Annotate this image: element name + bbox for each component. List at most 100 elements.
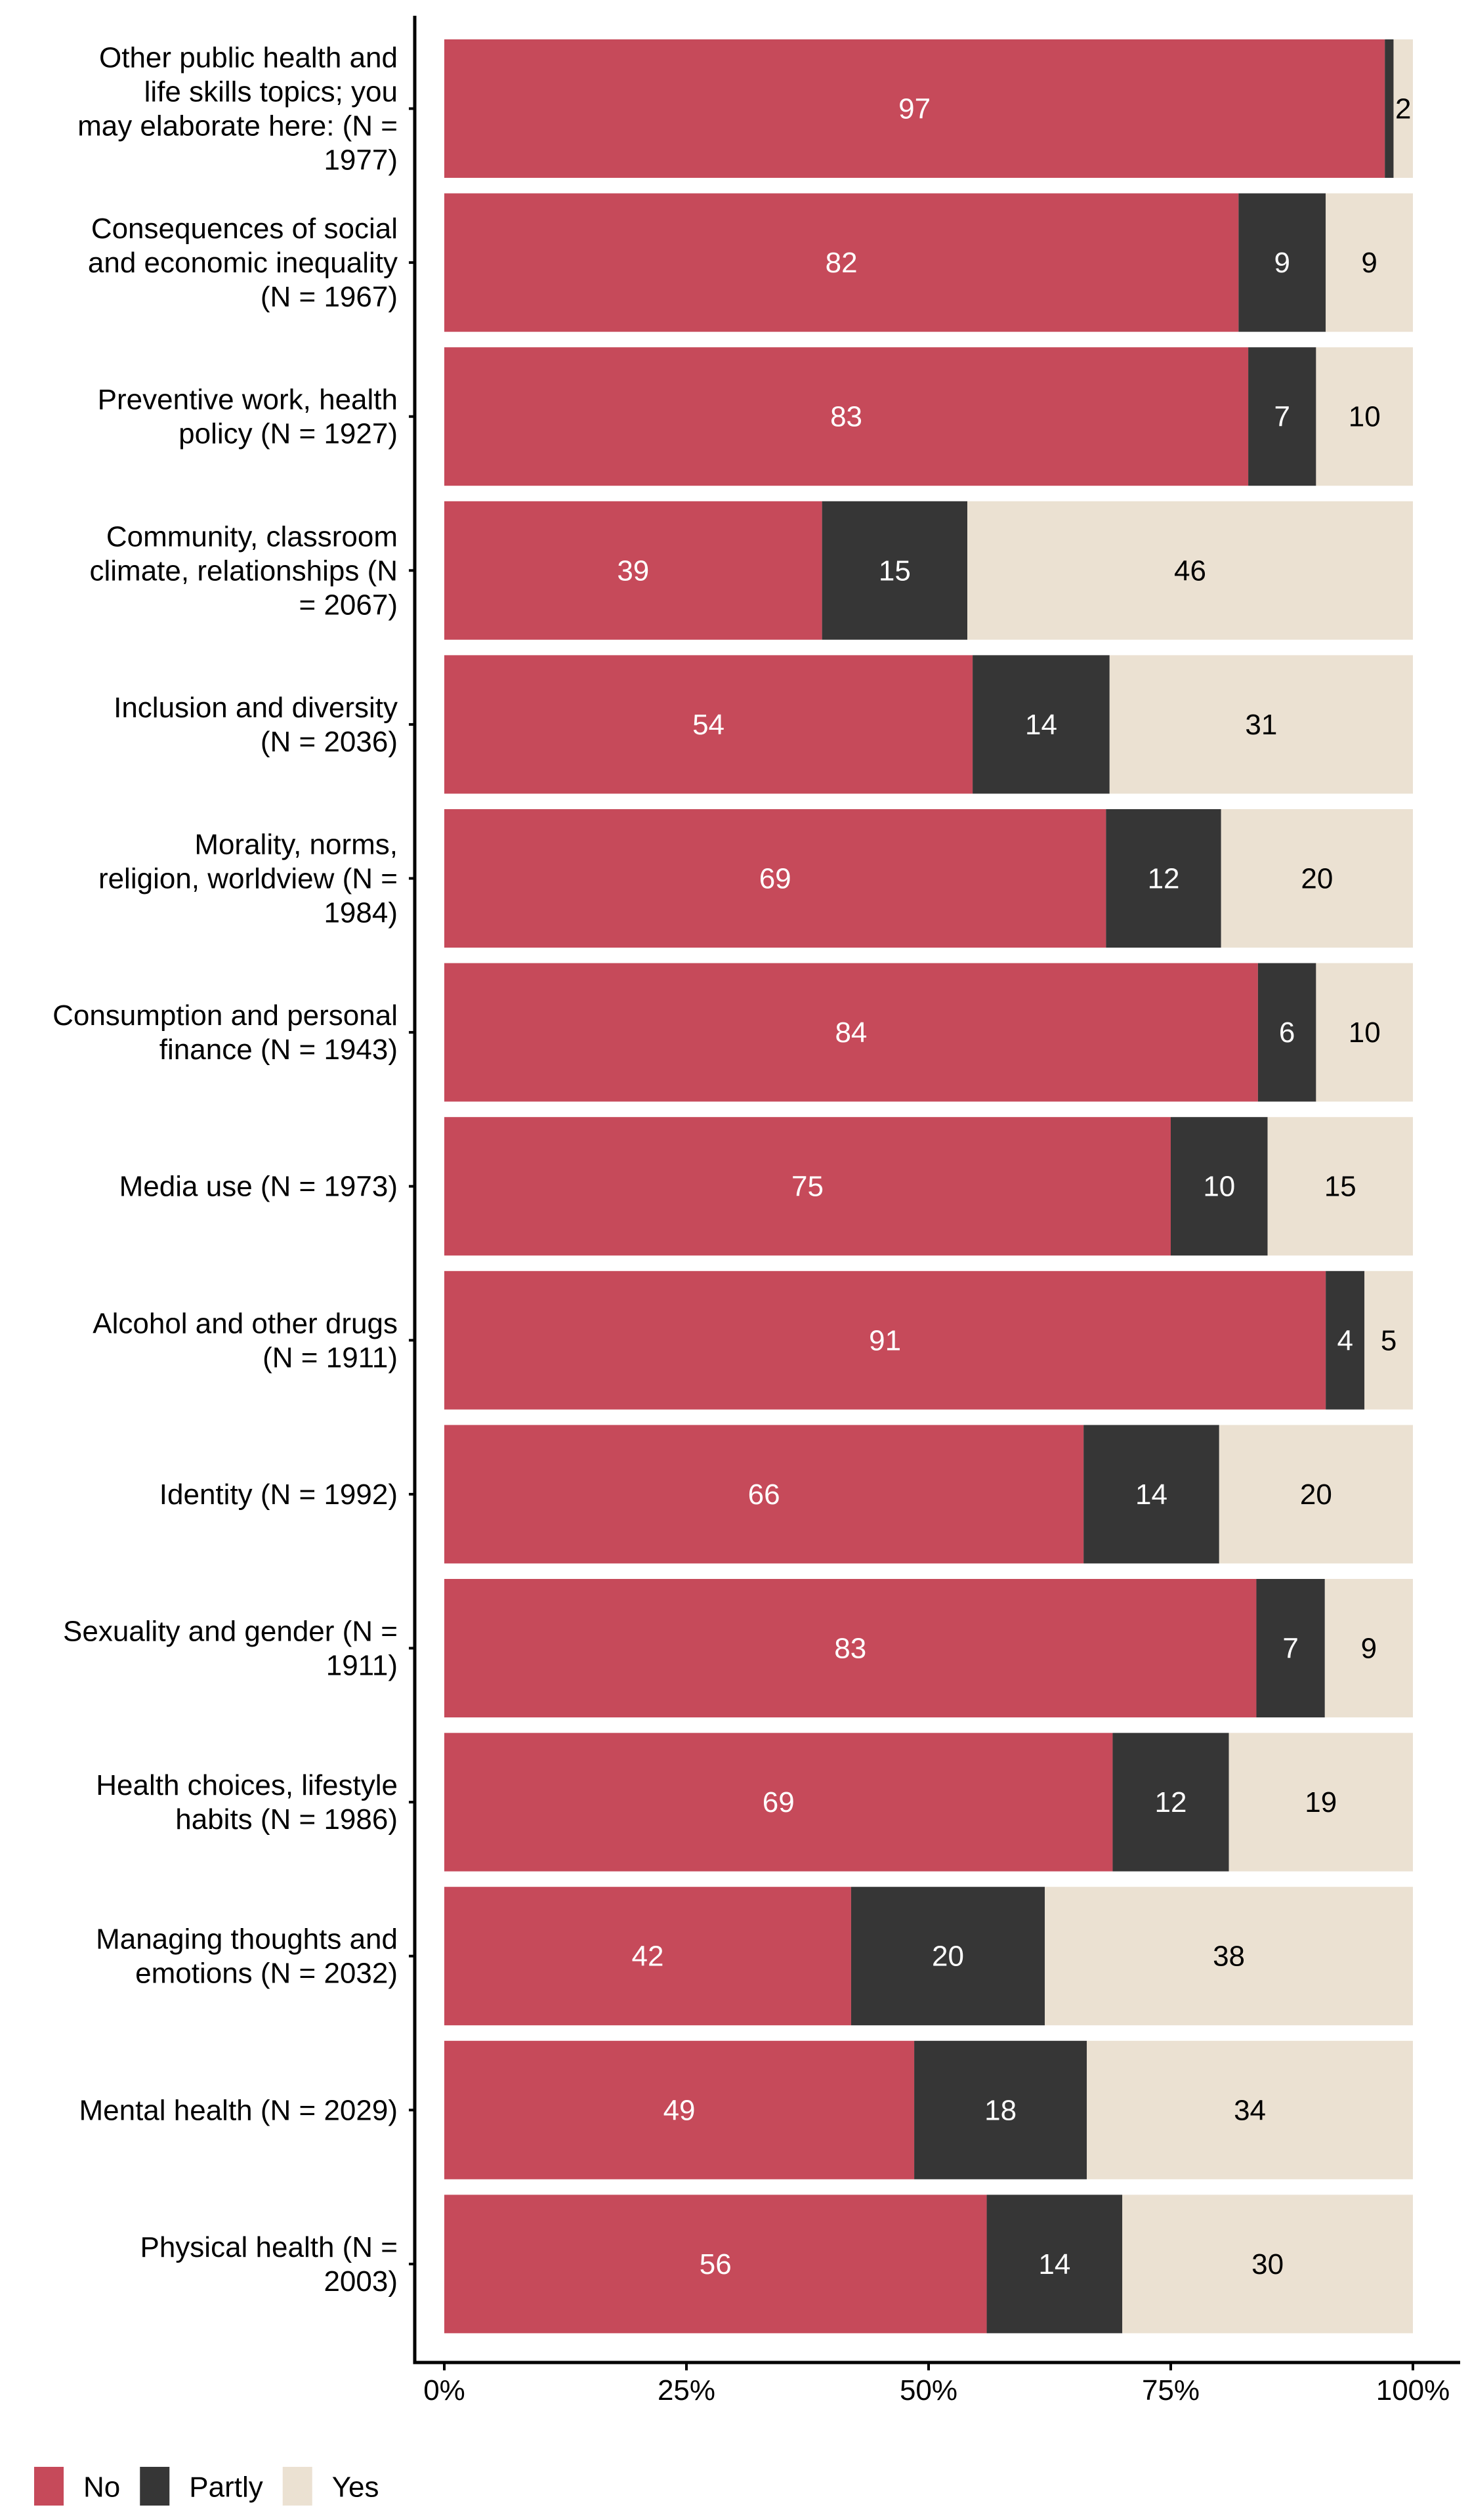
category-label: Consumption and personal finance (N = 194… — [52, 999, 398, 1066]
category-label: Consequences of social and economic inequ… — [88, 213, 398, 313]
axes — [409, 16, 1460, 2364]
value-label-no: 82 — [826, 247, 858, 279]
value-label-no: 66 — [748, 1479, 780, 1511]
value-label-no: 84 — [835, 1017, 867, 1049]
bar-segment-no — [444, 1270, 1326, 1410]
value-label-partly: 14 — [1135, 1479, 1167, 1511]
bar-segment-yes — [1087, 2040, 1413, 2179]
bar-row: 69 12 20 — [444, 809, 1413, 948]
value-label-no: 54 — [692, 709, 724, 741]
bar-segment-partly — [914, 2040, 1087, 2179]
bar-segment-no — [444, 655, 973, 794]
bar-segment-yes — [1364, 1270, 1413, 1410]
category-label: Media use (N = 1973) — [119, 1171, 398, 1203]
bar-segment-no — [444, 1425, 1084, 1564]
bar-segment-partly — [1326, 1270, 1365, 1410]
bar-segment-no — [444, 963, 1258, 1102]
value-label-yes: 9 — [1361, 1633, 1377, 1665]
value-label-partly: 7 — [1282, 1633, 1298, 1665]
value-label-partly: 14 — [1038, 2248, 1070, 2280]
value-label-partly: 7 — [1274, 401, 1290, 433]
value-label-no: 39 — [617, 555, 649, 587]
legend-swatch — [140, 2467, 170, 2506]
bar-row: 83 7 9 — [444, 1579, 1413, 1717]
bar-segment-partly — [1256, 1579, 1325, 1717]
bar-segment-partly — [1083, 1425, 1219, 1564]
value-label-yes: 20 — [1300, 1479, 1332, 1511]
category-label: Alcohol and other drugs (N = 1911) — [93, 1307, 398, 1374]
bar-segment-partly — [850, 1887, 1045, 2026]
bar-segment-no — [444, 501, 822, 640]
value-label-yes: 31 — [1245, 709, 1277, 741]
category-label: Other public health and life skills topic… — [77, 42, 398, 177]
bar-segment-no — [444, 347, 1249, 486]
value-label-partly: 12 — [1148, 863, 1180, 895]
bar-segment-partly — [1112, 1732, 1229, 1872]
category-label: Morality, norms, religion, worldview (N =… — [98, 829, 398, 929]
bar-segment-yes — [1326, 193, 1413, 332]
legend-item-partly: Partly — [140, 2467, 263, 2506]
value-label-no: 83 — [834, 1633, 866, 1665]
category-label: Preventive work, health policy (N = 1927) — [98, 384, 398, 450]
bar-segment-yes — [1221, 809, 1413, 948]
value-label-yes: 5 — [1381, 1324, 1396, 1356]
bar-row: 75 10 15 — [444, 1117, 1413, 1256]
bar-segment-partly — [1106, 809, 1221, 948]
value-label-yes: 19 — [1305, 1786, 1337, 1818]
value-label-yes: 38 — [1213, 1941, 1245, 1973]
bar-segment-no — [444, 1887, 851, 2026]
bar-segment-yes — [1316, 963, 1413, 1102]
value-label-yes: 10 — [1349, 401, 1381, 433]
value-label-yes: 34 — [1234, 2094, 1266, 2126]
bar-row: 91 4 5 — [444, 1270, 1413, 1410]
bar-segment-no — [444, 809, 1106, 948]
value-label-partly: 12 — [1155, 1786, 1187, 1818]
category-label: Health choices, lifestyle habits (N = 198… — [96, 1769, 398, 1836]
value-label-no: 91 — [869, 1324, 901, 1356]
value-label-partly: 14 — [1025, 709, 1057, 741]
bar-segment-partly — [986, 2194, 1123, 2334]
bar-row: 83 7 10 — [444, 347, 1413, 486]
legend-item-no: No — [34, 2467, 120, 2506]
legend-label: Partly — [189, 2471, 262, 2504]
value-label-yes: 2 — [1395, 93, 1411, 125]
value-label-no: 42 — [631, 1941, 663, 1973]
value-label-partly: 20 — [932, 1941, 964, 1973]
value-label-yes: 30 — [1251, 2248, 1284, 2280]
value-label-no: 69 — [763, 1786, 795, 1818]
value-label-yes: 15 — [1324, 1171, 1356, 1203]
bar-segment-no — [444, 1117, 1171, 1256]
x-tick-label: 50% — [900, 2374, 957, 2406]
bar-row: 42 20 38 — [444, 1887, 1413, 2026]
bar-segment-yes — [1393, 39, 1413, 178]
category-label: Physical health (N = 2003) — [140, 2231, 398, 2298]
category-label: Community, classroom climate, relationshi… — [90, 520, 398, 621]
x-axis-ticks: 0% 25% 50% 75% 100% — [423, 2362, 1450, 2406]
bar-segment-no — [444, 1732, 1113, 1872]
value-label-partly: 6 — [1279, 1017, 1295, 1049]
category-label: Mental health (N = 2029) — [79, 2094, 398, 2126]
bar-segment-yes — [1122, 2194, 1413, 2334]
bar-segment-yes — [1219, 1425, 1413, 1564]
category-label: Identity (N = 1992) — [159, 1479, 398, 1511]
value-label-no: 75 — [791, 1171, 824, 1203]
bar-row: 54 14 31 — [444, 655, 1413, 794]
bar-segment-partly — [1238, 193, 1326, 332]
x-tick-label: 25% — [658, 2374, 715, 2406]
x-tick-label: 75% — [1142, 2374, 1200, 2406]
bar-segment-no — [444, 39, 1385, 178]
legend: No Partly Yes — [34, 2467, 379, 2506]
bar-segment-partly — [1385, 39, 1394, 178]
value-label-partly: 4 — [1337, 1324, 1353, 1356]
bar-segment-yes — [1267, 1117, 1413, 1256]
value-label-no: 56 — [700, 2248, 732, 2280]
legend-swatch — [34, 2467, 64, 2506]
value-label-partly: 18 — [984, 2094, 1017, 2126]
bar-segment-yes — [967, 501, 1413, 640]
legend-label: Yes — [332, 2471, 379, 2504]
value-label-no: 97 — [898, 93, 931, 125]
value-label-partly: 10 — [1203, 1171, 1235, 1203]
bar-row: 56 14 30 — [444, 2194, 1413, 2334]
